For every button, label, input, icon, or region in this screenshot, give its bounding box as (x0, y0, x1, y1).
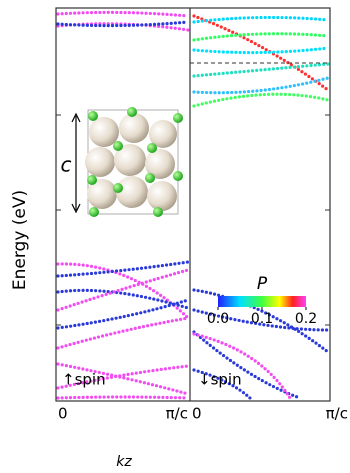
x-tick-label: 0 (192, 405, 202, 423)
crystal-inset (72, 107, 183, 217)
colorbar-ticks: 0.0 0.1 0.2 (207, 307, 317, 327)
colorbar-tick-label: 0.0 (207, 311, 229, 327)
panel-label: ↑spin (62, 371, 106, 389)
colorbar (218, 296, 306, 307)
x-tick-label: 0 (58, 405, 68, 423)
x-tick-label: π/c (326, 405, 348, 423)
colorbar-tick-label: 0.1 (251, 311, 273, 327)
lattice-label: c (61, 153, 72, 177)
colorbar-title: P (257, 274, 268, 294)
x-axis-label: kz (116, 454, 132, 470)
figure: c P 0.0 0.1 0.2 ↑spin ↓spin 0 π/c 0 π/c kz… (0, 0, 350, 473)
y-ticks (56, 115, 330, 325)
panel-label: ↓spin (198, 371, 242, 389)
x-tick-label: π/c (166, 405, 188, 423)
colorbar-tick-label: 0.2 (295, 311, 317, 327)
spin-down-bands (194, 16, 328, 398)
y-axis-label: Energy (eV) (10, 190, 30, 290)
